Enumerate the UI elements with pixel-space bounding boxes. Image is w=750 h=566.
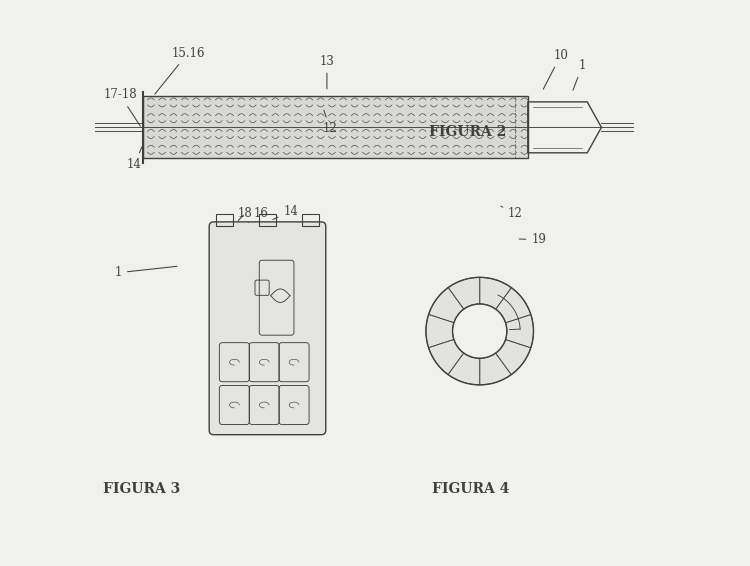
Text: FIGURA 4: FIGURA 4 (431, 482, 509, 496)
Wedge shape (428, 340, 464, 375)
Text: 15.16: 15.16 (155, 46, 205, 94)
Text: 12: 12 (501, 206, 523, 220)
Wedge shape (428, 288, 464, 323)
Polygon shape (143, 96, 528, 158)
Text: 17-18: 17-18 (104, 88, 140, 126)
Text: FIGURA 3: FIGURA 3 (104, 482, 181, 496)
Text: 16: 16 (248, 207, 268, 222)
FancyBboxPatch shape (209, 222, 326, 435)
Text: 19: 19 (519, 233, 546, 246)
Text: 10: 10 (543, 49, 568, 89)
Text: 14: 14 (273, 204, 298, 220)
Text: 14: 14 (127, 147, 142, 171)
Wedge shape (496, 340, 531, 375)
Wedge shape (480, 277, 512, 309)
Text: 12: 12 (323, 110, 338, 135)
Text: 18: 18 (238, 207, 253, 221)
Wedge shape (506, 315, 533, 348)
Wedge shape (448, 353, 480, 385)
Text: FIGURA 2: FIGURA 2 (429, 125, 506, 139)
Text: 1: 1 (115, 266, 177, 279)
Text: 1: 1 (573, 59, 586, 90)
Wedge shape (496, 288, 531, 323)
Wedge shape (480, 353, 512, 385)
Wedge shape (448, 277, 480, 309)
Wedge shape (426, 315, 454, 348)
Text: 13: 13 (320, 54, 334, 89)
